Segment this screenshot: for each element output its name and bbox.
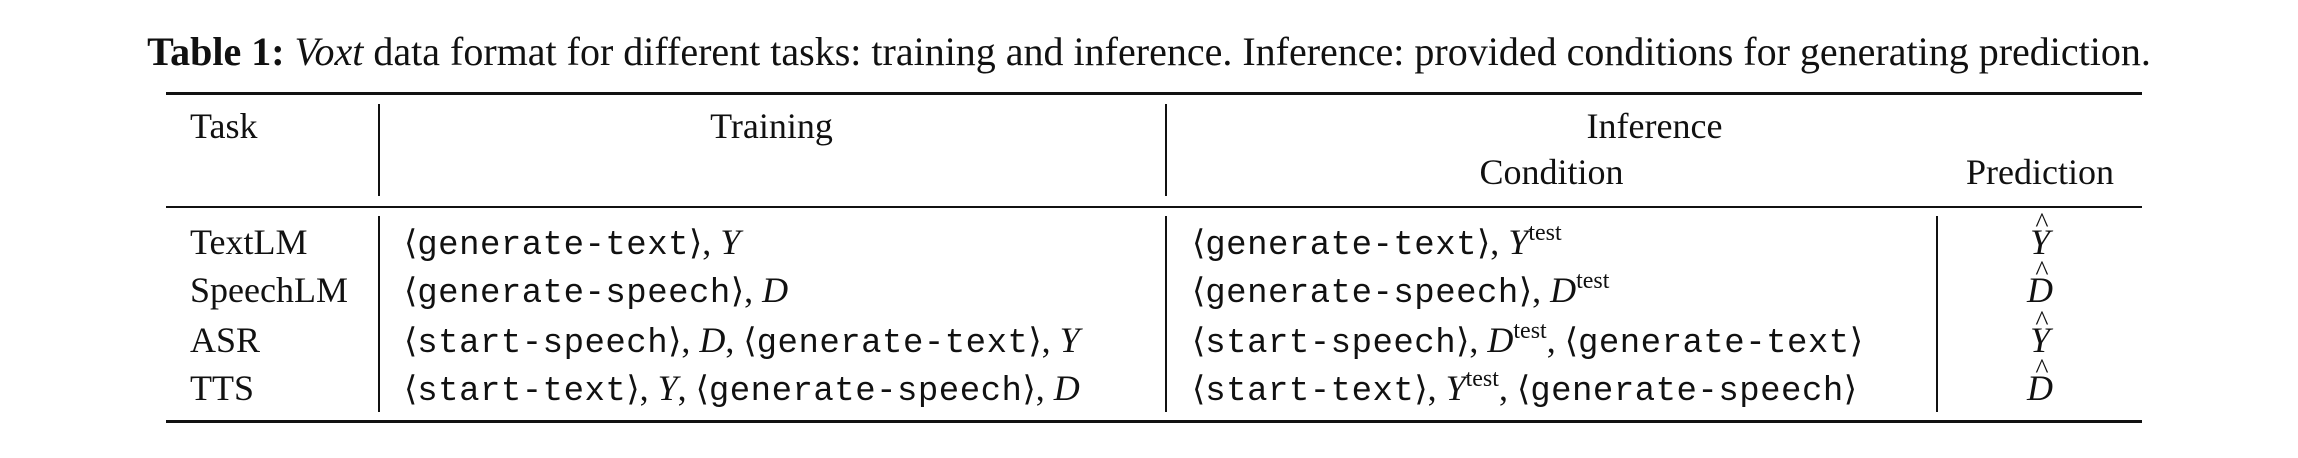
header-condition: Condition bbox=[1479, 152, 1624, 192]
table-caption: Table 1: Voxt data format for different … bbox=[0, 28, 2298, 76]
row-task: ASR bbox=[190, 320, 261, 360]
table-caption-label: Table 1: bbox=[147, 29, 285, 74]
header-inference: Inference bbox=[1586, 106, 1723, 146]
training-format: ⟨generate-text⟩, Y bbox=[404, 222, 741, 265]
column-divider bbox=[378, 104, 380, 196]
header-task: Task bbox=[190, 106, 258, 146]
column-divider bbox=[1165, 216, 1167, 412]
column-divider bbox=[1165, 104, 1167, 196]
header-training: Training bbox=[710, 106, 833, 146]
inference-condition: ⟨generate-text⟩, Ytest bbox=[1192, 220, 1562, 265]
column-divider bbox=[1936, 216, 1938, 412]
row-task: TextLM bbox=[190, 222, 308, 262]
training-format: ⟨generate-speech⟩, D bbox=[404, 270, 789, 313]
inference-condition: ⟨start-text⟩, Ytest, ⟨generate-speech⟩ bbox=[1192, 366, 1858, 411]
training-format: ⟨start-text⟩, Y, ⟨generate-speech⟩, D bbox=[404, 368, 1080, 411]
training-format: ⟨start-speech⟩, D, ⟨generate-text⟩, Y bbox=[404, 320, 1080, 363]
header-prediction: Prediction bbox=[1966, 152, 2114, 192]
table-header-rule bbox=[166, 206, 2142, 208]
row-task: TTS bbox=[190, 368, 255, 408]
table-top-rule bbox=[166, 92, 2142, 95]
column-divider bbox=[378, 216, 380, 412]
inference-prediction: D bbox=[1938, 366, 2142, 410]
row-task: SpeechLM bbox=[190, 270, 348, 310]
table-caption-name: Voxt bbox=[294, 29, 364, 74]
table-bottom-rule bbox=[166, 420, 2142, 423]
inference-condition: ⟨generate-speech⟩, Dtest bbox=[1192, 268, 1610, 313]
inference-condition: ⟨start-speech⟩, Dtest, ⟨generate-text⟩ bbox=[1192, 318, 1863, 363]
table-caption-text: data format for different tasks: trainin… bbox=[363, 29, 2151, 74]
